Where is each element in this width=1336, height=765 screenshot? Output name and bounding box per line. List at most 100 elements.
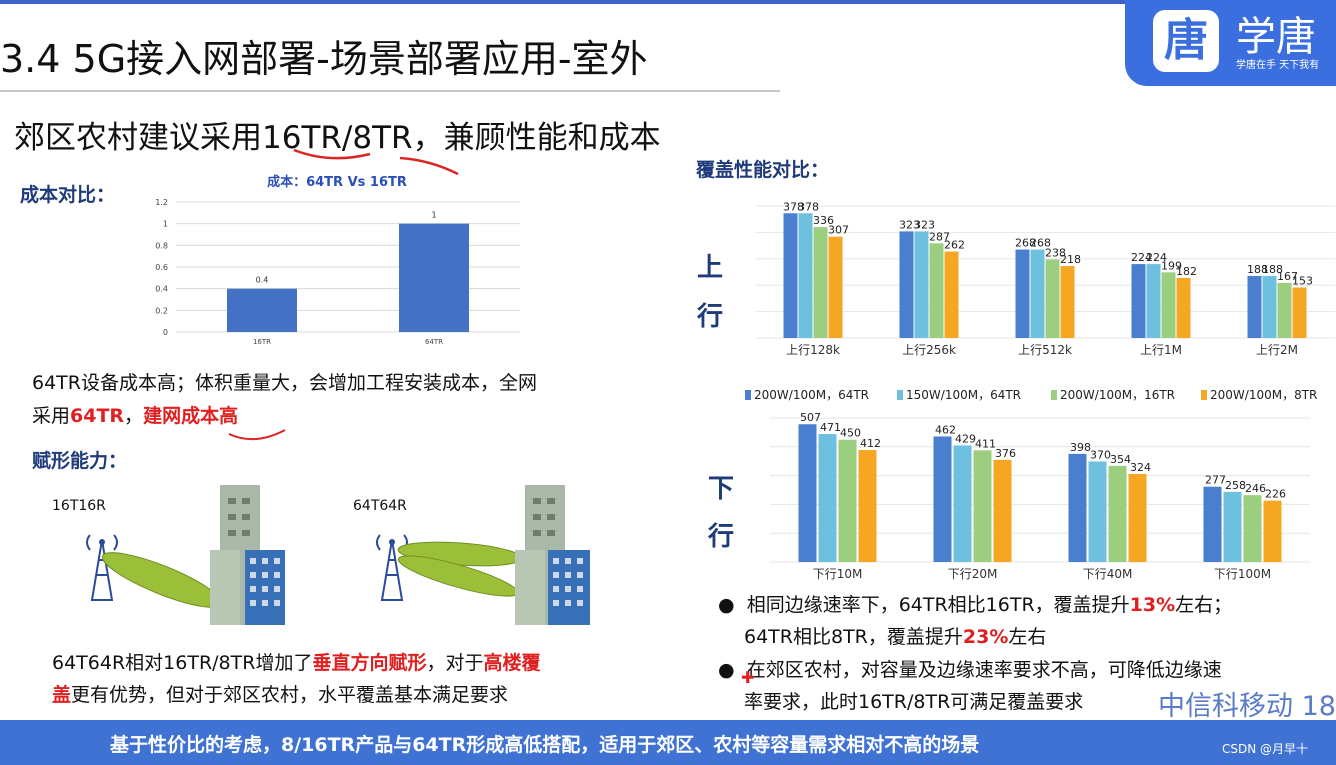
coverage-bar [1045,259,1060,338]
coverage-x-tick: 上行512k [1018,343,1072,357]
bullet1-suffix: 左右； [1175,594,1233,616]
coverage-bar-label: 307 [828,224,849,237]
coverage-bar-label: 412 [860,437,881,450]
coverage-bar [1176,277,1191,338]
coverage-bar-label: 226 [1265,488,1286,501]
coverage-legend: 200W/100M，64TR 150W/100M，64TR 200W/100M，16… [745,386,1335,404]
bottom-banner-text: 基于性价比的考虑，8/16TR产品与64TR形成高低搭配，适用于郊区、农村等容量… [110,734,980,756]
coverage-bar-label: 224 [1146,251,1167,264]
coverage-x-tick: 下行10M [813,567,863,581]
coverage-bar [1161,272,1176,338]
building-icon [210,485,285,625]
beam-paragraph-line2: 盖更有优势，但对于郊区农村，水平覆盖基本满足要求 [52,680,508,707]
coverage-bar-label: 378 [783,200,804,213]
coverage-x-tick: 上行1M [1140,343,1182,357]
coverage-bar [1088,461,1107,562]
coverage-x-tick: 上行256k [902,343,956,357]
coverage-bar-label: 258 [1225,479,1246,492]
legend-item: 150W/100M，64TR [897,386,1021,403]
coverage-bar-label: 450 [840,427,861,440]
coverage-bar-label: 429 [955,432,976,445]
coverage-bullet-2-line1: ● 在郊区农村，对容量及边缘速率要求不高，可降低边缘速 [718,655,1222,682]
coverage-bar-label: 167 [1277,270,1298,283]
cost-chart-bars: 0.4 16TR 1 64TR [227,211,469,346]
legend-item: 200W/100M，8TR [1201,386,1317,403]
slide-subtitle: 郊区农村建议采用16TR/8TR，兼顾性能和成本 [14,120,661,156]
coverage-bar [993,459,1012,562]
coverage-bullet-1-line1: ● 相同边缘速率下，64TR相比16TR，覆盖提升13%左右； [718,590,1232,617]
coverage-bar-label: 324 [1130,461,1151,474]
coverage-bar [1223,491,1242,562]
cost-para-highlight-64tr: 64TR [70,405,125,427]
cost-bar [399,223,469,332]
coverage-bar [1277,282,1292,338]
coverage-bar [1015,249,1030,338]
antenna-tower-icon [86,534,118,601]
cursor-plus-icon: ✚ [741,668,755,687]
coverage-bar [838,439,857,562]
handwritten-underline-2 [228,429,286,441]
coverage-bar [798,213,813,338]
cost-y-tick: 0.8 [155,241,168,250]
coverage-x-tick: 上行2M [1256,343,1298,357]
coverage-bar-label: 188 [1262,263,1283,276]
beam-para-rest: 更有优势，但对于郊区农村，水平覆盖基本满足要求 [71,684,509,706]
coverage-bar [933,436,952,562]
cost-y-tick: 0.4 [155,285,168,294]
coverage-bar [1146,264,1161,338]
cost-y-tick: 0.6 [155,263,168,272]
cost-y-tick: 0 [163,328,168,337]
coverage-bar-label: 218 [1060,253,1081,266]
legend-swatch [745,390,751,400]
coverage-x-tick: 下行20M [948,567,998,581]
cost-para-highlight-cost: 建网成本高 [143,405,239,427]
coverage-bar-label: 277 [1205,474,1226,487]
coverage-bar-label: 323 [914,218,935,231]
coverage-bar-label: 224 [1131,251,1152,264]
cost-y-tick: 0.2 [155,306,168,315]
coverage-bar [1292,287,1307,338]
coverage-x-tick: 下行40M [1083,567,1133,581]
bullet1-line2-suffix: 左右 [1008,626,1047,648]
downlink-label-2: 行 [708,522,735,552]
coverage-bar [1128,473,1147,562]
legend-swatch [1051,390,1057,400]
beam-label-16t16r: 16T16R [52,498,106,514]
coverage-bar [818,434,837,562]
coverage-bar [1243,495,1262,562]
cost-x-tick: 64TR [425,338,443,346]
coverage-bar-label: 336 [813,214,834,227]
coverage-bar-label: 268 [1030,237,1051,250]
slide-title: 3.4 5G接入网部署-场景部署应用-室外 [0,37,648,81]
legend-swatch [1201,390,1207,400]
legend-label: 200W/100M，8TR [1210,388,1318,402]
cost-y-tick: 1.2 [155,198,168,207]
coverage-bar-label: 398 [1070,441,1091,454]
coverage-bar-label: 287 [929,230,950,243]
coverage-bar-label: 188 [1247,263,1268,276]
bullet2-text: 在郊区农村，对容量及边缘速率要求不高，可降低边缘速 [746,659,1222,681]
logo-slogan: 学唐在手 天下我有 [1236,60,1320,71]
coverage-bar [1263,500,1282,562]
coverage-bar-label: 323 [899,218,920,231]
csdn-watermark: CSDN @月早十 [1222,742,1309,756]
cost-bar-label: 0.4 [256,276,269,285]
cost-para-prefix: 采用 [32,405,71,427]
coverage-bullet-2-line2: 率要求，此时16TR/8TR可满足覆盖要求 [744,691,1084,713]
legend-item: 200W/100M，16TR [1051,386,1175,403]
coverage-section-label: 覆盖性能对比： [696,159,830,181]
coverage-bar [798,424,817,562]
cost-bar-label: 1 [431,211,436,220]
cost-chart: 成本：64TR Vs 16TR 0 0.2 0.4 0.6 0.8 1 1.2 0.4 16T… [155,174,520,346]
uplink-label-1: 上 [697,253,724,283]
beam-para-highlight-building: 高楼覆 [483,652,541,674]
uplink-label-2: 行 [697,302,724,332]
antenna-tower-icon [376,534,408,601]
coverage-x-tick: 上行128k [786,343,840,357]
legend-item: 200W/100M，64TR [745,386,869,403]
bottom-banner [0,720,1336,765]
cost-x-tick: 16TR [253,338,271,346]
coverage-bar-label: 354 [1110,453,1131,466]
bullet1-highlight-23: 23% [962,626,1009,648]
